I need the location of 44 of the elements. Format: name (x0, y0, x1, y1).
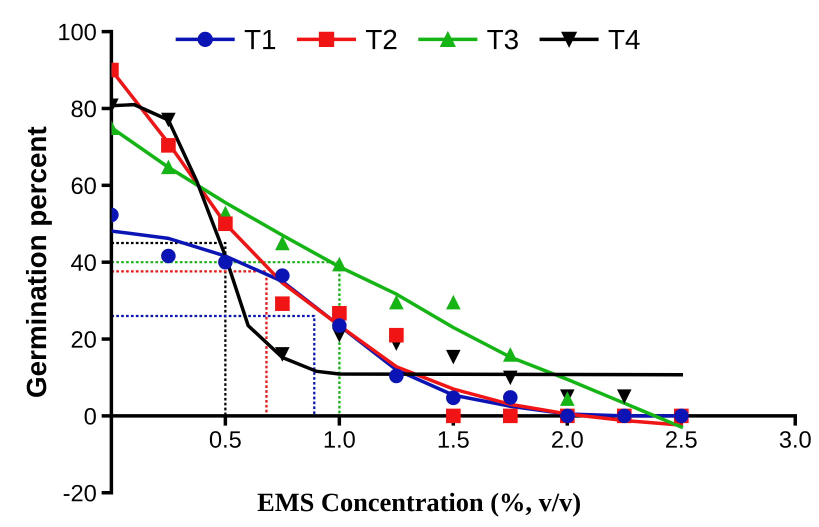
y-axis-title: Germination percent (26, 126, 52, 397)
x-tick-label: 1.0 (324, 431, 355, 448)
x-tick-label: 2.0 (552, 431, 583, 448)
point (503, 347, 518, 362)
point (161, 138, 176, 153)
point (161, 112, 176, 128)
point (389, 368, 404, 384)
point (332, 318, 347, 333)
point (161, 248, 176, 264)
point (446, 408, 461, 424)
x-tick-label: 0.5 (210, 431, 241, 448)
x-tick-label: 1.5 (438, 431, 469, 448)
x-tick-label: 3.0 (780, 431, 811, 448)
point (332, 306, 347, 321)
point (332, 256, 347, 272)
y-tick-label: 60 (72, 177, 96, 194)
legend-label: T2 (366, 30, 396, 50)
point (503, 408, 518, 424)
point (446, 390, 461, 406)
y-tick-label: -20 (64, 484, 96, 502)
y-tick-label: 0 (84, 408, 96, 425)
legend-label: T3 (487, 30, 518, 50)
y-tick-label: 20 (72, 331, 96, 348)
y-tick-label: 100 (59, 24, 96, 40)
point (218, 216, 233, 232)
point (275, 296, 290, 311)
x-tick-label: 2.5 (666, 431, 697, 448)
point (275, 347, 290, 362)
point (446, 294, 461, 310)
point (389, 294, 404, 310)
point (617, 389, 632, 404)
point (275, 236, 290, 250)
point (446, 350, 461, 364)
legend-label: T1 (244, 30, 276, 50)
point (161, 160, 176, 174)
y-tick-label: 80 (72, 100, 96, 118)
y-tick-label: 40 (71, 254, 96, 271)
point (389, 328, 404, 342)
point (503, 370, 518, 386)
point (275, 268, 290, 283)
point (218, 254, 233, 270)
point (503, 390, 518, 405)
x-axis-title: EMS Concentration (%, v/v) (258, 492, 580, 517)
legend-label: T4 (608, 30, 640, 50)
